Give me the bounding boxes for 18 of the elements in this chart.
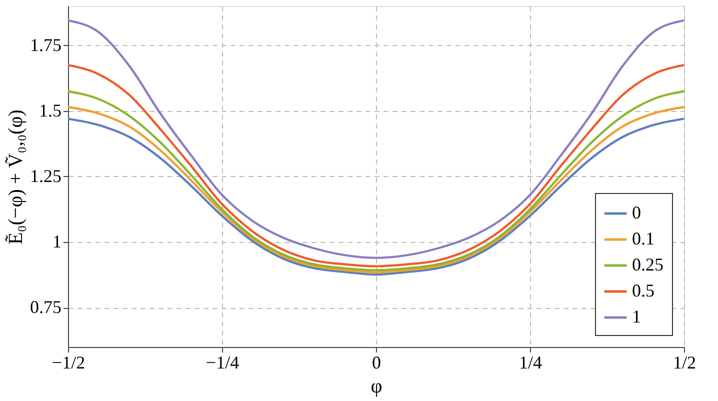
y-tick-label: 1.25 (30, 166, 62, 186)
x-tick-label: −1/4 (206, 352, 240, 372)
legend-label: 0.25 (632, 254, 664, 274)
x-axis-title: φ (370, 376, 382, 398)
y-tick-label: 1.75 (30, 34, 62, 55)
y-tick-label: 1.5 (39, 100, 62, 120)
legend-label: 1 (632, 306, 641, 326)
legend-label: 0.1 (632, 228, 654, 248)
x-tick-label: 1/2 (672, 352, 696, 372)
x-tick-label: 0 (372, 352, 381, 372)
x-tick-label: 1/4 (518, 352, 542, 372)
y-tick-label: 1 (52, 232, 62, 252)
legend-label: 0.5 (632, 280, 654, 300)
line-series (66, 19, 686, 259)
y-axis-title: Ẽ₀(−φ) + Ṽ₀,₀(φ) (5, 110, 27, 244)
x-tick-label: −1/2 (52, 352, 86, 372)
legend-label: 0 (632, 202, 641, 222)
y-tick-label: 0.75 (30, 297, 62, 318)
